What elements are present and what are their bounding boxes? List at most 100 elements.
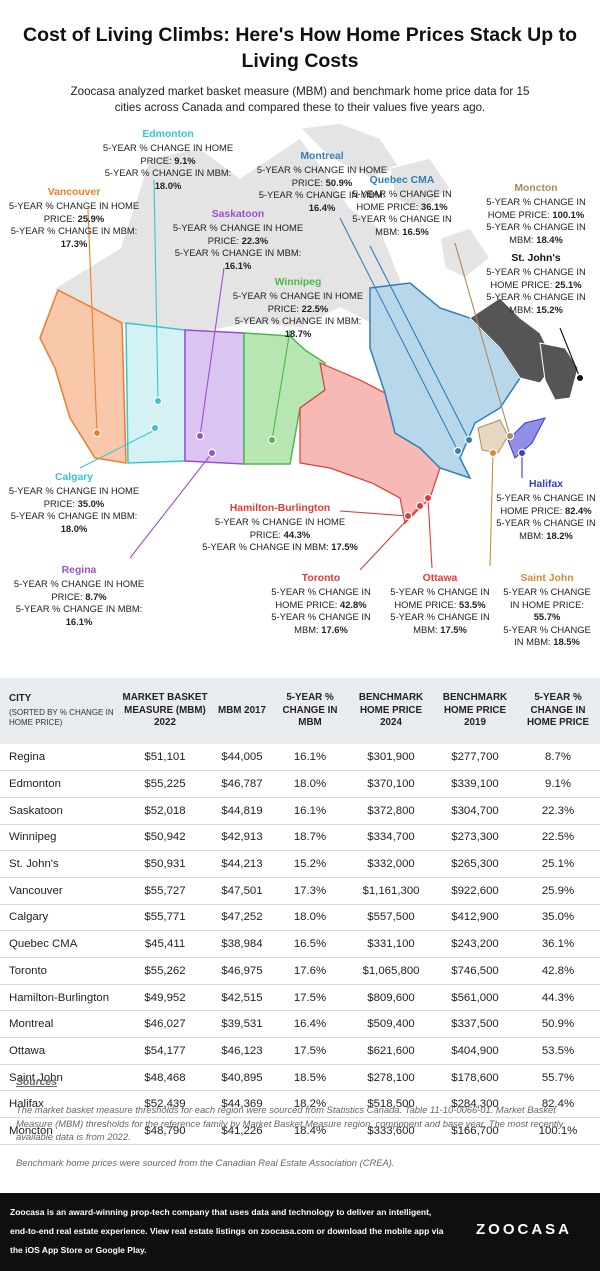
cell-mbm2017: $44,369 [221,1098,263,1111]
label-hamilton-mbm: 17.5% [331,541,358,553]
label-quebec-mbm-prefix: 5-YEAR % CHANGE IN MBM: [352,213,452,237]
label-vancouver: Vancouver 5-YEAR % CHANGE IN HOME PRICE:… [4,186,144,250]
cell-mbm-change: 18.5% [293,1071,327,1084]
cell-price-change: 36.1% [541,938,575,951]
table-row: St. John's $50,931 $44,213 15.2% $332,000 $26… [0,851,600,878]
cell-mbm-change: 16.5% [293,938,327,951]
label-saskatoon-mbm-prefix: 5-YEAR % CHANGE IN MBM: [174,247,302,259]
cell-mbm2017: $38,984 [221,938,263,951]
label-quebec-price: 36.1% [421,200,448,212]
label-halifax-price: 82.4% [565,504,592,516]
cell-city: Quebec CMA [9,938,78,951]
cell-price2024: $509,400 [367,1018,415,1031]
label-halifax-mbm: 18.2% [546,529,573,541]
label-edmonton-mbm: 18.0% [154,179,182,191]
table-row: Quebec CMA $45,411 $38,984 16.5% $331,100 $24… [0,931,600,958]
cell-mbm2022: $46,027 [144,1018,186,1031]
cell-price-change: 55.7% [541,1071,575,1084]
cell-mbm-change: 17.5% [293,1044,327,1057]
label-toronto-mbm: 17.6% [321,623,348,635]
cell-city: Saint John [9,1071,63,1084]
table-row: Edmonton $55,225 $46,787 18.0% $370,100 $339,… [0,771,600,798]
cell-price2019: $412,900 [451,911,499,924]
label-toronto-name: Toronto [301,573,341,584]
cell-price2024: $331,100 [367,938,415,951]
cell-mbm2022: $51,101 [144,751,186,764]
table-row: Vancouver $55,727 $47,501 17.3% $1,161,300 $9… [0,877,600,905]
header-price2024: BENCHMARK HOME PRICE 2024 [358,692,424,729]
cell-price-change: 100.1% [538,1124,578,1137]
cell-price2019: $284,300 [451,1098,499,1111]
cell-mbm-change: 16.1% [293,804,327,817]
cell-mbm2022: $49,952 [144,991,186,1004]
label-halifax-mbm-prefix: 5-YEAR % CHANGE IN MBM: [496,517,596,541]
cell-price2024: $370,100 [367,778,415,791]
label-saskatoon: Saskatoon 5-YEAR % CHANGE IN HOME PRICE:… [168,208,308,272]
label-ottawa-price-prefix: 5-YEAR % CHANGE IN HOME PRICE: [390,586,490,610]
map-nb [477,419,509,454]
cell-city: Toronto [9,964,47,977]
cell-mbm2022: $55,771 [144,911,186,924]
label-toronto: Toronto 5-YEAR % CHANGE IN HOME PRICE: 4… [266,572,376,636]
label-calgary-price: 35.0% [77,497,105,509]
cell-price2024: $372,800 [367,804,415,817]
cell-mbm2017: $44,213 [221,858,263,871]
label-saskatoon-name: Saskatoon [211,209,265,220]
label-montreal-mbm-prefix: 5-YEAR % CHANGE IN MBM: [258,189,386,201]
label-moncton: Moncton 5-YEAR % CHANGE IN HOME PRICE: 1… [476,182,596,246]
cell-price-change: 22.3% [541,804,575,817]
cell-price2019: $922,600 [451,884,499,897]
cell-city: Halifax [9,1098,44,1111]
cell-mbm-change: 17.3% [293,884,327,897]
label-halifax-name: Halifax [528,479,564,490]
header-city: CITY (SORTED BY % CHANGE IN HOME PRICE) [0,678,118,744]
map-sask [184,329,245,465]
header-mbm2022: MARKET BASKET MEASURE (MBM) 2022 [122,692,208,729]
label-saintjohn-price-prefix: 5-YEAR % CHANGE IN HOME PRICE: [503,586,591,610]
data-table-wrapper: CITY (SORTED BY % CHANGE IN HOME PRICE) … [0,678,600,1145]
header-city-sub: (SORTED BY % CHANGE IN HOME PRICE) [9,707,114,728]
label-stjohns-name: St. John's [511,253,561,264]
page-title: Cost of Living Climbs: Here's How Home P… [23,24,577,72]
cell-city: Montreal [9,1018,54,1031]
cell-price-change: 35.0% [541,911,575,924]
label-hamilton-price-prefix: 5-YEAR % CHANGE IN HOME PRICE: [214,516,346,540]
cell-price-change: 8.7% [545,751,571,764]
cell-price2024: $278,100 [367,1071,415,1084]
cell-mbm2022: $50,942 [144,831,186,844]
cell-city: Saskatoon [9,804,63,817]
page-subtitle: Zoocasa analyzed market basket measure (… [70,85,530,114]
label-vancouver-price-prefix: 5-YEAR % CHANGE IN HOME PRICE: [8,200,140,224]
cell-mbm2017: $46,975 [221,964,263,977]
zoocasa-logo: ZOOCASA [476,1221,572,1238]
cell-mbm2022: $55,262 [144,964,186,977]
label-toronto-mbm-prefix: 5-YEAR % CHANGE IN MBM: [271,611,371,635]
cell-mbm2017: $40,895 [221,1071,263,1084]
cell-price2019: $265,300 [451,858,499,871]
cell-mbm2022: $52,018 [144,804,186,817]
cell-price-change: 50.9% [541,1018,575,1031]
header-mbm-change: 5-YEAR % CHANGE IN MBM [282,692,338,729]
cell-price2019: $178,600 [451,1071,499,1084]
table-body: Regina $51,101 $44,005 16.1% $301,900 $277,70… [0,744,600,1145]
label-winnipeg: Winnipeg 5-YEAR % CHANGE IN HOME PRICE: … [228,276,368,340]
label-quebec-name: Quebec CMA [369,175,435,186]
cell-mbm2022: $48,790 [144,1124,186,1137]
label-winnipeg-mbm-prefix: 5-YEAR % CHANGE IN MBM: [234,315,362,327]
table-header: CITY (SORTED BY % CHANGE IN HOME PRICE) … [0,678,600,744]
cell-city: Hamilton-Burlington [9,991,110,1004]
cell-city: Edmonton [9,778,61,791]
cell-price2024: $332,000 [367,858,415,871]
cell-price2019: $304,700 [451,804,499,817]
label-calgary-mbm: 18.0% [60,522,88,534]
table-row: Saint John $48,468 $40,895 18.5% $278,100 $17… [0,1064,600,1091]
cell-mbm-change: 16.1% [293,751,327,764]
label-winnipeg-price-prefix: 5-YEAR % CHANGE IN HOME PRICE: [232,290,364,314]
label-halifax: Halifax 5-YEAR % CHANGE IN HOME PRICE: 8… [496,478,596,542]
sources-paragraph-crea: Benchmark home prices were sourced from … [16,1156,395,1168]
cell-mbm2022: $50,931 [144,858,186,871]
cell-mbm-change: 17.5% [293,991,327,1004]
label-moncton-mbm-prefix: 5-YEAR % CHANGE IN MBM: [486,221,586,245]
map-territories [54,122,492,334]
cell-mbm-change: 17.6% [293,964,327,977]
